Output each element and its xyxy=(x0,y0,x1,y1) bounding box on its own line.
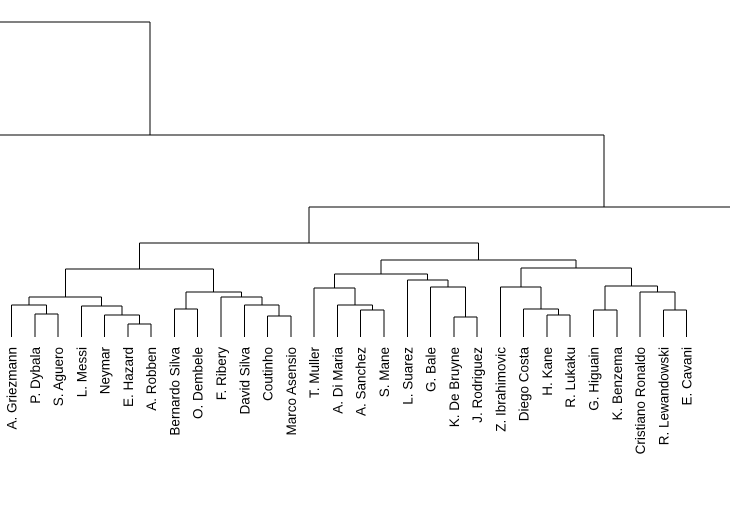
leaf-label: L. Messi xyxy=(74,347,89,397)
dendrogram-links xyxy=(0,21,730,337)
leaf-label: P. Dybala xyxy=(28,347,43,404)
leaf-label: F. Ribery xyxy=(214,347,229,401)
dendrogram-leaf-labels: A. Griezmann P. Dybala S. Aguero L. Messi Ne… xyxy=(5,347,695,455)
leaf-label: E. Hazard xyxy=(121,347,136,407)
leaf-label: O. Dembele xyxy=(191,347,206,419)
leaf-label: Marco Asensio xyxy=(284,347,299,436)
leaf-label: A. Robben xyxy=(144,347,159,411)
leaf-label: L. Suarez xyxy=(400,347,415,405)
leaf-label: David Silva xyxy=(237,347,252,415)
leaf-label: Coutinho xyxy=(261,347,276,401)
leaf-label: K. De Bruyne xyxy=(447,347,462,427)
leaf-label: H. Kane xyxy=(540,347,555,396)
leaf-label: K. Benzema xyxy=(610,347,625,421)
leaf-label: G. Higuain xyxy=(587,347,602,411)
leaf-label: Diego Costa xyxy=(517,347,532,422)
leaf-label: G. Bale xyxy=(424,347,439,392)
leaf-label: S. Aguero xyxy=(51,347,66,406)
leaf-label: R. Lukaku xyxy=(563,347,578,408)
leaf-label: R. Lewandowski xyxy=(656,347,671,445)
leaf-label: Neymar xyxy=(98,347,113,395)
leaf-label: A. Sanchez xyxy=(354,347,369,416)
leaf-label: J. Rodriguez xyxy=(470,347,485,423)
leaf-label: Cristiano Ronaldo xyxy=(633,347,648,454)
leaf-label: E. Cavani xyxy=(680,347,695,406)
leaf-label: T. Muller xyxy=(307,347,322,399)
leaf-label: S. Mane xyxy=(377,347,392,397)
leaf-label: Bernardo Silva xyxy=(167,347,182,436)
leaf-label: A. Griezmann xyxy=(5,347,20,430)
leaf-label: A. Di Maria xyxy=(330,347,345,414)
leaf-label: Z. Ibrahimovic xyxy=(493,347,508,432)
